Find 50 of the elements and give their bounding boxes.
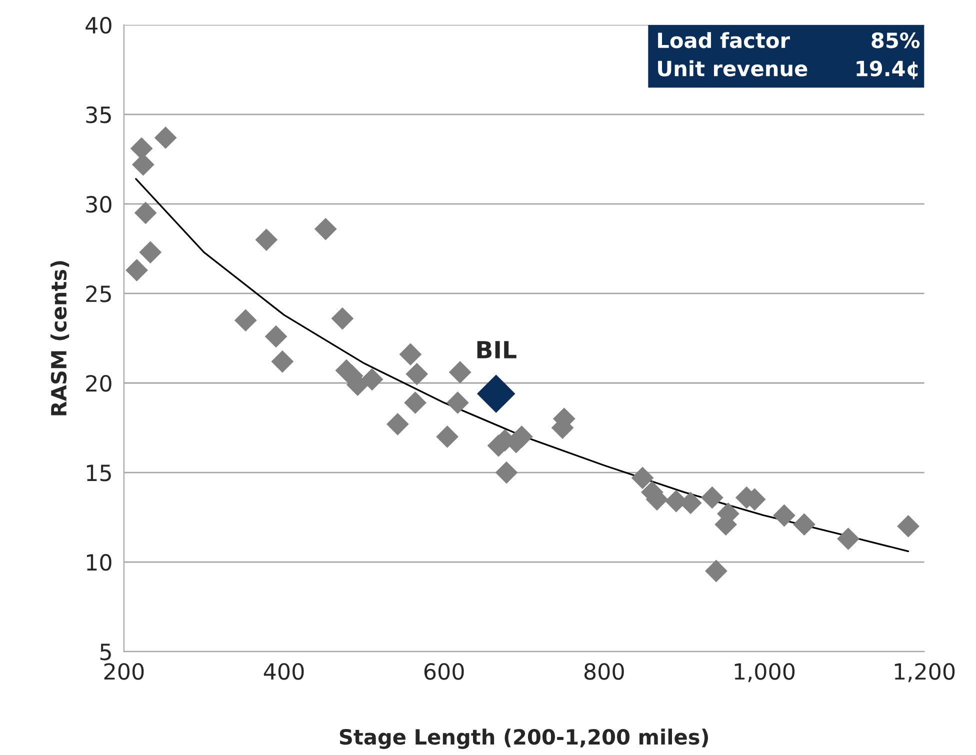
x-tick-label: 1,200	[894, 663, 955, 682]
x-tick-label: 1,000	[734, 663, 795, 682]
y-tick-label: 5	[100, 644, 111, 660]
point	[446, 392, 469, 414]
annotation: Load factor	[658, 32, 790, 48]
y-tick-label: 35	[86, 106, 111, 124]
annotation: 85%	[872, 32, 920, 48]
point	[700, 486, 724, 509]
point	[331, 307, 354, 330]
point	[134, 202, 157, 224]
point	[837, 528, 860, 550]
point	[264, 325, 288, 348]
point	[897, 515, 920, 538]
point	[510, 426, 533, 448]
y-tick-label: 15	[87, 464, 111, 482]
x-tick-label: 800	[584, 663, 624, 680]
x-axis-title: Stage Length (200-1,200 miles)	[340, 728, 708, 749]
line-series	[135, 178, 910, 552]
point	[793, 513, 816, 536]
y-tick-label: 25	[86, 285, 111, 302]
x-tick-label: 400	[264, 663, 304, 680]
point	[436, 426, 458, 448]
y-tick-label: 30	[86, 196, 112, 213]
point	[476, 374, 516, 413]
x-tick-label: 600	[424, 663, 464, 680]
y-tick-label: 20	[86, 374, 112, 392]
y-tick-label: 40	[86, 16, 112, 34]
point	[360, 368, 384, 391]
point	[234, 309, 257, 332]
y-axis-title: RASM (cents)	[50, 261, 70, 416]
annotation: Unit revenue	[658, 60, 808, 76]
point	[255, 228, 278, 251]
point	[399, 343, 422, 366]
annotation: 19.4¢	[856, 60, 918, 80]
point	[386, 412, 409, 436]
point	[773, 504, 796, 527]
point	[314, 218, 337, 240]
point	[406, 362, 428, 386]
point	[631, 466, 654, 490]
point	[139, 241, 162, 264]
point	[495, 461, 518, 484]
series-label: BIL	[477, 341, 516, 358]
point	[404, 392, 426, 414]
point	[448, 361, 472, 384]
point	[154, 126, 177, 149]
x-tick-label: 200	[104, 663, 144, 680]
point	[126, 259, 148, 282]
point	[271, 350, 294, 373]
y-tick-label: 10	[87, 554, 112, 571]
point	[704, 560, 728, 582]
